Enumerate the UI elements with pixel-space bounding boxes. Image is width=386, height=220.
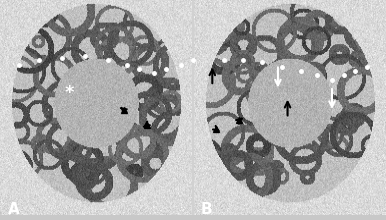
Text: B: B xyxy=(201,202,212,217)
Text: A: A xyxy=(8,202,19,217)
Text: *: * xyxy=(65,84,74,101)
